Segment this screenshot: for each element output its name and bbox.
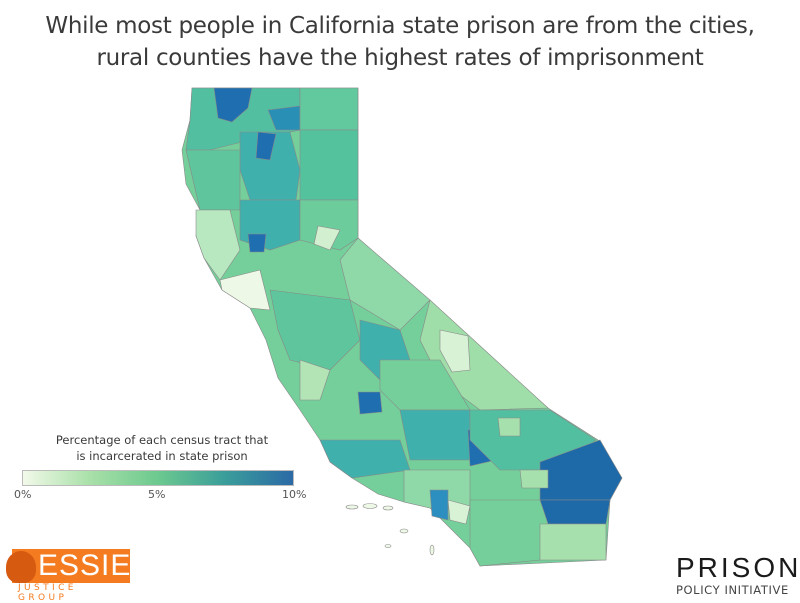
legend-tick-10: 10% bbox=[282, 488, 307, 501]
legend-ticks: 0% 5% 10% bbox=[14, 488, 310, 504]
essie-justice-group-logo: ESSIE JUSTICE GROUP bbox=[6, 549, 132, 603]
map-title: While most people in California state pr… bbox=[0, 10, 800, 74]
legend-tick-0: 0% bbox=[14, 488, 32, 501]
prison-policy-initiative-logo: PRISON POLICY INITIATIVE bbox=[676, 552, 800, 598]
portrait-icon bbox=[6, 551, 36, 583]
legend-tick-5: 5% bbox=[148, 488, 166, 501]
ppi-logo-word: PRISON bbox=[676, 552, 800, 583]
ppi-logo-subtitle: POLICY INITIATIVE bbox=[676, 583, 789, 597]
legend-title: Percentage of each census tract that is … bbox=[55, 433, 269, 463]
essie-logo-word: ESSIE bbox=[38, 549, 132, 582]
color-legend: Percentage of each census tract that is … bbox=[14, 432, 310, 504]
legend-gradient-bar bbox=[22, 470, 294, 486]
title-line-2: rural counties have the highest rates of… bbox=[96, 45, 704, 71]
essie-logo-subtitle: JUSTICE GROUP bbox=[18, 583, 77, 603]
title-line-1: While most people in California state pr… bbox=[45, 13, 755, 39]
channel-islands bbox=[345, 503, 435, 556]
